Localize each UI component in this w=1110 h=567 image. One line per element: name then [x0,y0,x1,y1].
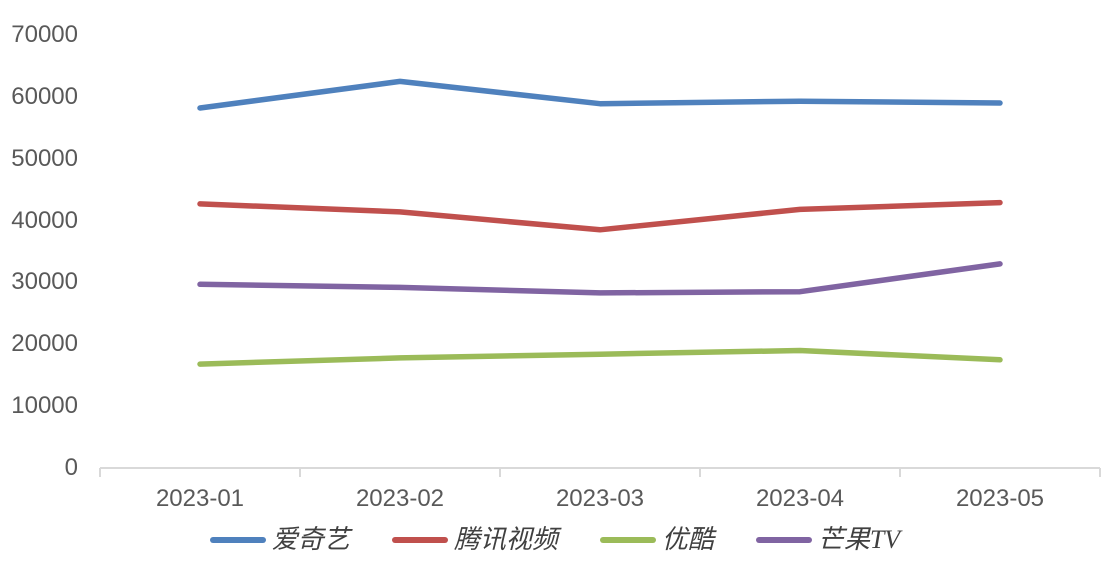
x-tick-label: 2023-02 [355,485,445,512]
y-tick-label: 20000 [11,330,78,358]
legend-label: 腾讯视频 [453,525,558,554]
series-line-iqiyi [197,78,1003,111]
legend-swatch-icon [209,537,266,543]
legend-label: 优酷 [661,525,714,554]
legend-item-youku: 优酷 [599,525,714,554]
x-tick-label: 2023-05 [955,485,1045,512]
legend-swatch-icon [391,537,448,543]
legend-swatch-icon [755,537,812,543]
series-line-mango-tv [197,261,1003,296]
y-tick-label: 50000 [11,144,78,172]
legend-item-iqiyi: 爱奇艺 [209,525,350,554]
x-tick-label: 2023-01 [155,485,245,512]
y-tick-label: 40000 [11,206,78,234]
legend-label: 芒果TV [817,525,901,554]
x-tick-label: 2023-04 [755,485,845,512]
legend-label: 爱奇艺 [271,525,350,554]
legend-item-tencent-video: 腾讯视频 [391,525,558,554]
legend-item-mango-tv: 芒果TV [755,525,901,554]
y-tick-label: 10000 [11,392,78,420]
legend: 爱奇艺 腾讯视频 优酷 芒果TV [0,527,1110,553]
y-tick-label: 0 [64,454,78,481]
x-tick-label: 2023-03 [555,485,645,512]
series-line-youku [197,347,1003,367]
series-line-tencent-video [197,199,1003,233]
y-tick-label: 60000 [11,82,78,110]
y-tick-label: 30000 [11,268,78,296]
legend-swatch-icon [599,537,656,543]
y-tick-label: 70000 [11,21,78,48]
